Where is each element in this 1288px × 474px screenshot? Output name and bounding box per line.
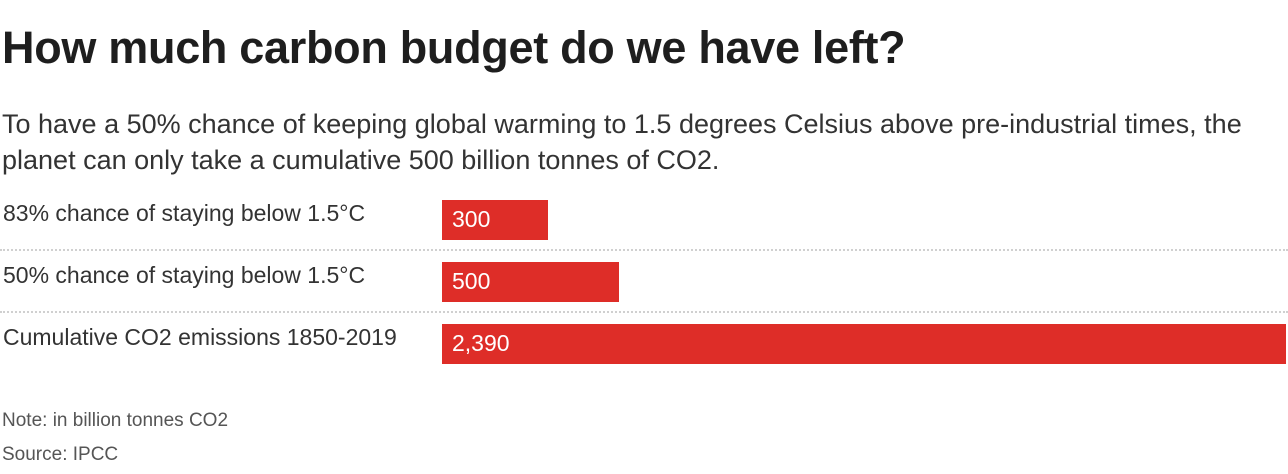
data-label: 300 xyxy=(452,206,491,232)
bar-row: Cumulative CO2 emissions 1850-2019 2,390 xyxy=(0,314,1288,376)
data-label: 500 xyxy=(452,268,491,294)
category-label: Cumulative CO2 emissions 1850-2019 xyxy=(3,324,397,350)
bar-row: 83% chance of staying below 1.5°C 300 xyxy=(0,190,1288,252)
chart-note: Note: in billion tonnes CO2 xyxy=(2,410,229,431)
chart-title: How much carbon budget do we have left? xyxy=(2,22,906,73)
bar xyxy=(442,262,619,302)
bar xyxy=(442,200,548,240)
bar-chart: 83% chance of staying below 1.5°C 300 50% … xyxy=(0,190,1288,380)
row-divider xyxy=(0,311,1288,313)
bar-row: 50% chance of staying below 1.5°C 500 xyxy=(0,252,1288,314)
chart-source: Source: IPCC xyxy=(2,444,119,465)
chart-subtitle: To have a 50% chance of keeping global w… xyxy=(2,109,1242,175)
row-divider xyxy=(0,249,1288,251)
category-label: 50% chance of staying below 1.5°C xyxy=(3,262,366,288)
data-label: 2,390 xyxy=(452,330,510,356)
category-label: 83% chance of staying below 1.5°C xyxy=(3,200,366,226)
bar xyxy=(442,324,1286,364)
